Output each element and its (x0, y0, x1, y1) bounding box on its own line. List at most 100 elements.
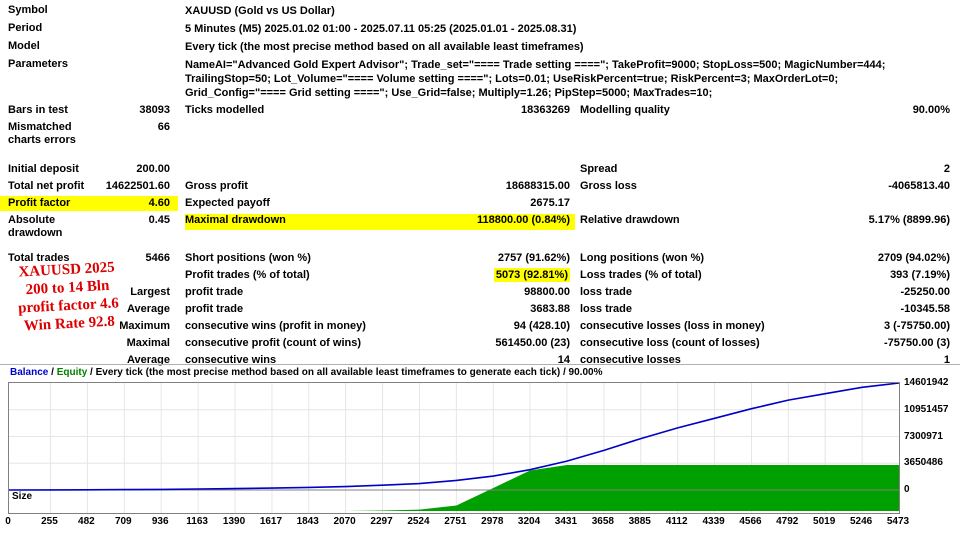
x-axis-label: 4792 (776, 516, 799, 527)
spacer (0, 242, 960, 250)
row-value: 393 (7.19%) (890, 269, 950, 281)
row-drawdown: Absolute drawdown 0.45 Maximal drawdown … (0, 212, 960, 242)
row-label: Model (8, 40, 40, 52)
row-label: consecutive losses (loss in money) (580, 320, 765, 332)
row-value: 4.60 (148, 197, 170, 209)
y-axis-label: 0 (904, 484, 910, 495)
row-label: profit trade (185, 286, 244, 298)
y-axis-label: 10951457 (904, 403, 949, 415)
highlighted-value: 5073 (92.81%) (493, 268, 570, 282)
row-label: consecutive wins (185, 354, 277, 366)
row-value: 561450.00 (23) (495, 337, 570, 349)
y-axis-label: 7300971 (904, 430, 943, 442)
x-axis-label: 2297 (370, 516, 393, 527)
row-label: consecutive losses (580, 354, 681, 366)
row-value: 2709 (94.02%) (877, 252, 950, 264)
row-label: consecutive profit (count of wins) (185, 337, 362, 349)
row-largest: Largest profit trade 98800.00 loss trade… (0, 284, 960, 301)
x-axis-label: 4566 (739, 516, 762, 527)
row-average-consecutive: Average consecutive wins 14 consecutive … (0, 352, 960, 369)
row-value: 5.17% (8899.96) (868, 214, 950, 226)
row-label: Spread (580, 163, 618, 175)
row-label: Symbol (8, 4, 48, 16)
x-axis-label: 2070 (333, 516, 356, 527)
row-average-trade: Average profit trade 3683.88 loss trade … (0, 301, 960, 318)
row-maximal-consecutive: Maximal consecutive profit (count of win… (0, 335, 960, 352)
row-value: 94 (428.10) (513, 320, 570, 332)
x-axis-label: 2524 (407, 516, 430, 527)
x-axis-label: 0 (5, 516, 11, 527)
row-value: 2675.17 (530, 197, 570, 209)
row-label: Short positions (won %) (185, 252, 311, 264)
row-profit-factor: Profit factor 4.60 Expected payoff 2675.… (0, 195, 960, 212)
size-axis-label: Size (12, 491, 33, 502)
row-label: profit trade (185, 303, 244, 315)
row-initial-deposit: Initial deposit 200.00 Spread 2 (0, 161, 960, 178)
row-mismatched-errors: Mismatched charts errors 66 (0, 119, 960, 149)
row-value: 2 (943, 163, 950, 175)
row-label: consecutive loss (count of losses) (580, 337, 760, 349)
row-label: Profit factor (8, 197, 71, 209)
row-model: Model Every tick (the most precise metho… (0, 38, 960, 56)
x-axis-label: 1843 (296, 516, 319, 527)
row-value: Every tick (the most precise method base… (185, 41, 584, 53)
y-axis-label: 3650486 (904, 457, 943, 469)
row-label: Period (8, 22, 43, 34)
x-axis-label: 3658 (591, 516, 614, 527)
red-stamp-annotation: XAUUSD 2025 200 to 14 Bln profit factor … (0, 257, 138, 336)
row-period: Period 5 Minutes (M5) 2025.01.02 01:00 -… (0, 20, 960, 38)
row-parameters: Parameters NameAI="Advanced Gold Expert … (0, 56, 960, 102)
x-axis-label: 2978 (481, 516, 504, 527)
row-label: Parameters (8, 58, 68, 70)
row-label: Maximal (126, 337, 170, 349)
row-value: 200.00 (136, 163, 170, 175)
row-symbol: Symbol XAUUSD (Gold vs US Dollar) (0, 2, 960, 20)
row-label: Relative drawdown (580, 214, 680, 226)
row-value: 38093 (139, 104, 170, 116)
x-axis-label: 5019 (813, 516, 836, 527)
x-axis-label: 1163 (186, 516, 208, 527)
x-axis-label: 4339 (702, 516, 725, 527)
row-label: loss trade (580, 303, 632, 315)
row-label: Total trades (8, 252, 70, 264)
chart-plot-area (8, 382, 900, 514)
x-axis-label: 936 (151, 516, 169, 527)
row-total-trades: Total trades 5466 Short positions (won %… (0, 250, 960, 267)
legend-description: / Every tick (the most precise method ba… (87, 367, 603, 378)
x-axis-label: 3204 (517, 516, 541, 527)
row-label: Largest (130, 286, 170, 298)
row-value: 3683.88 (530, 303, 570, 315)
x-axis-label: 5473 (886, 516, 910, 527)
x-axis-label: 4112 (665, 516, 688, 527)
row-label: Maximal drawdown (185, 214, 286, 226)
x-axis-label: 1390 (222, 516, 246, 527)
row-profit-trades: Profit trades (% of total) 5073 (92.81%)… (0, 267, 960, 284)
row-value: 66 (157, 121, 170, 133)
row-label: Absolute drawdown (8, 214, 63, 239)
row-bars-in-test: Bars in test 38093 Ticks modelled 183632… (0, 102, 960, 119)
row-value: 18688315.00 (505, 180, 570, 192)
row-label: Long positions (won %) (580, 252, 705, 264)
row-value: XAUUSD (Gold vs US Dollar) (185, 5, 335, 17)
row-label: Total net profit (8, 180, 85, 192)
row-value: -4065813.40 (888, 180, 950, 192)
row-value: 14622501.60 (105, 180, 170, 192)
row-label: Modelling quality (580, 104, 670, 116)
row-value: 118800.00 (0.84%) (477, 214, 570, 226)
x-axis-label: 709 (114, 516, 132, 527)
row-value: 14 (557, 354, 570, 366)
legend-equity: Equity (56, 367, 88, 378)
row-value: 3 (-75750.00) (883, 320, 950, 332)
spacer (0, 149, 960, 161)
row-value: NameAI="Advanced Gold Expert Advisor"; T… (185, 59, 886, 99)
row-value: 5466 (145, 252, 170, 264)
row-value: 90.00% (912, 104, 950, 116)
row-maximum-consecutive: Maximum consecutive wins (profit in mone… (0, 318, 960, 335)
row-label: Maximum (119, 320, 170, 332)
x-axis-label: 255 (41, 516, 58, 527)
row-label: Average (126, 354, 170, 366)
row-label: loss trade (580, 286, 632, 298)
balance-chart: Balance / Equity / Every tick (the most … (0, 364, 960, 537)
row-label: Ticks modelled (185, 104, 265, 116)
chart-legend: Balance / Equity / Every tick (the most … (0, 365, 960, 381)
